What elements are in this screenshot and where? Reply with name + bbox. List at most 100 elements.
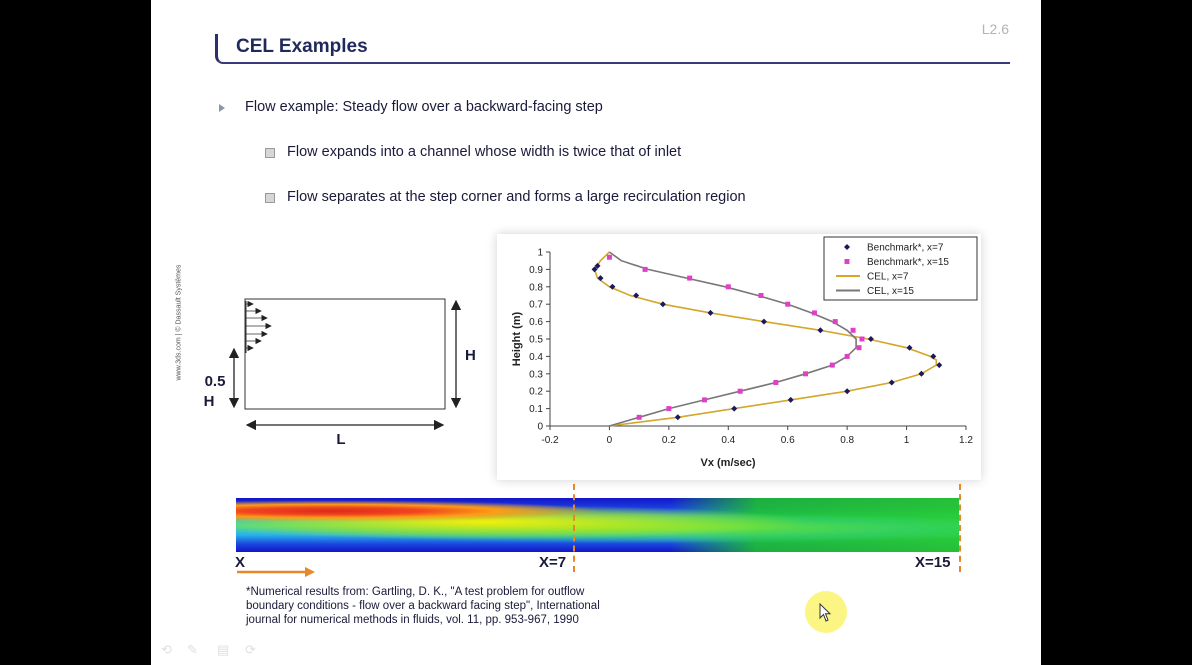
legend-marker bbox=[844, 244, 850, 250]
data-point bbox=[609, 283, 616, 290]
data-point bbox=[702, 397, 708, 403]
data-point bbox=[856, 345, 862, 351]
nav-forward-icon[interactable]: ⟳ bbox=[245, 642, 256, 657]
footnote-line: boundary conditions - flow over a backwa… bbox=[246, 600, 600, 612]
pen-icon[interactable]: ✎ bbox=[187, 642, 198, 657]
data-point bbox=[930, 353, 937, 360]
x-tick-label: -0.2 bbox=[541, 435, 559, 446]
data-point bbox=[850, 327, 856, 333]
bullet-level2-b: Flow separates at the step corner and fo… bbox=[287, 189, 746, 205]
label-inlet-height: 0.5 bbox=[205, 373, 226, 390]
title-bracket bbox=[215, 34, 1010, 64]
series-line bbox=[608, 251, 857, 427]
bullet-level1: Flow example: Steady flow over a backwar… bbox=[245, 99, 603, 115]
y-tick-label: 0.8 bbox=[529, 282, 543, 293]
label-x15: X=15 bbox=[915, 554, 951, 571]
data-point bbox=[773, 380, 779, 385]
data-point bbox=[803, 371, 809, 377]
data-point bbox=[888, 379, 895, 386]
data-point bbox=[633, 292, 640, 299]
data-point bbox=[859, 336, 865, 342]
y-tick-label: 0 bbox=[537, 422, 543, 433]
legend-label: Benchmark*, x=7 bbox=[867, 243, 944, 254]
slide-title: CEL Examples bbox=[236, 36, 368, 57]
data-point bbox=[687, 275, 693, 281]
x-tick-label: 0.4 bbox=[721, 435, 735, 446]
y-tick-label: 0.9 bbox=[529, 265, 543, 276]
y-tick-label: 1 bbox=[537, 248, 543, 259]
data-point bbox=[606, 254, 612, 260]
data-point bbox=[867, 336, 874, 342]
data-point bbox=[811, 310, 817, 316]
data-point bbox=[731, 405, 738, 412]
square-bullet-icon bbox=[265, 148, 275, 158]
y-tick-label: 0.6 bbox=[529, 317, 543, 328]
label-x7: X=7 bbox=[539, 554, 567, 571]
legend-label: CEL, x=7 bbox=[867, 272, 909, 283]
y-axis-label: Height (m) bbox=[511, 311, 523, 366]
label-channel-height: H bbox=[465, 347, 476, 364]
y-tick-label: 0.5 bbox=[529, 335, 543, 346]
mouse-cursor-icon bbox=[819, 603, 832, 622]
page-number: L2.6 bbox=[981, 21, 1009, 37]
channel-box bbox=[244, 298, 446, 410]
y-tick-label: 0.3 bbox=[529, 369, 543, 380]
nav-back-icon[interactable]: ⟲ bbox=[161, 642, 172, 657]
y-tick-label: 0.1 bbox=[529, 404, 543, 415]
data-point bbox=[597, 275, 604, 282]
legend-marker bbox=[844, 259, 850, 264]
x7-marker-line bbox=[573, 484, 575, 572]
slide: L2.6 CEL Examples Flow example: Steady f… bbox=[151, 0, 1041, 665]
data-point bbox=[832, 319, 838, 325]
data-point bbox=[844, 353, 850, 359]
data-point bbox=[642, 266, 648, 272]
x-tick-label: 0.6 bbox=[781, 435, 795, 446]
data-point bbox=[594, 262, 601, 269]
data-point bbox=[636, 414, 642, 420]
data-point bbox=[737, 388, 743, 394]
data-point bbox=[844, 388, 851, 395]
data-point bbox=[829, 362, 835, 368]
velocity-profile-chart: 0 0.1 0.2 0.3 0.4 0.5 0.6 0.7 0.8 0.9 1 -0.2 0 0.2 0.4… bbox=[497, 234, 981, 480]
footnote-line: *Numerical results from: Gartling, D. K.… bbox=[246, 586, 585, 598]
flow-direction-arrow-icon bbox=[237, 567, 315, 577]
inlet-profile-arrows bbox=[246, 300, 272, 352]
label-inlet-height-unit: H bbox=[204, 393, 215, 410]
triangle-bullet-icon bbox=[219, 104, 225, 112]
data-point bbox=[758, 293, 764, 298]
copyright-text: www.3ds.com | © Dassault Systèmes bbox=[175, 264, 183, 381]
step-diagram: 0.5 H H L bbox=[204, 298, 476, 448]
data-point bbox=[707, 309, 714, 316]
data-point bbox=[785, 301, 791, 307]
menu-icon[interactable]: ▤ bbox=[217, 642, 230, 657]
data-point bbox=[666, 406, 672, 412]
footnote-line: journal for numerical methods in fluids,… bbox=[246, 614, 579, 626]
data-point bbox=[674, 414, 681, 421]
x-tick-label: 1.2 bbox=[959, 435, 973, 446]
data-point bbox=[936, 362, 943, 369]
label-channel-length: L bbox=[336, 431, 345, 448]
x-tick-label: 0.8 bbox=[840, 435, 854, 446]
x-tick-label: 1 bbox=[904, 435, 910, 446]
chart-svg: 0 0.1 0.2 0.3 0.4 0.5 0.6 0.7 0.8 0.9 1 -0.2 0 0.2 0.4… bbox=[511, 236, 978, 469]
legend-label: Benchmark*, x=15 bbox=[867, 257, 949, 268]
square-bullet-icon bbox=[265, 193, 275, 203]
bullet-level2-a: Flow expands into a channel whose width … bbox=[287, 144, 682, 160]
x-axis-label: Vx (m/sec) bbox=[700, 457, 755, 469]
legend-label: CEL, x=15 bbox=[867, 286, 914, 297]
data-point bbox=[906, 344, 913, 351]
data-point bbox=[918, 370, 925, 377]
x-tick-label: 0.2 bbox=[662, 435, 676, 446]
data-point bbox=[787, 396, 794, 403]
x15-marker-line bbox=[959, 484, 961, 572]
label-x: X bbox=[235, 554, 246, 571]
data-point bbox=[591, 266, 598, 273]
data-point bbox=[659, 301, 666, 308]
velocity-contour-plot bbox=[236, 498, 959, 552]
series-line bbox=[593, 251, 938, 427]
y-tick-label: 0.2 bbox=[529, 387, 543, 398]
x-tick-label: 0 bbox=[607, 435, 613, 446]
y-tick-label: 0.4 bbox=[529, 352, 543, 363]
footnote: *Numerical results from: Gartling, D. K.… bbox=[246, 585, 666, 627]
data-point bbox=[725, 284, 731, 290]
